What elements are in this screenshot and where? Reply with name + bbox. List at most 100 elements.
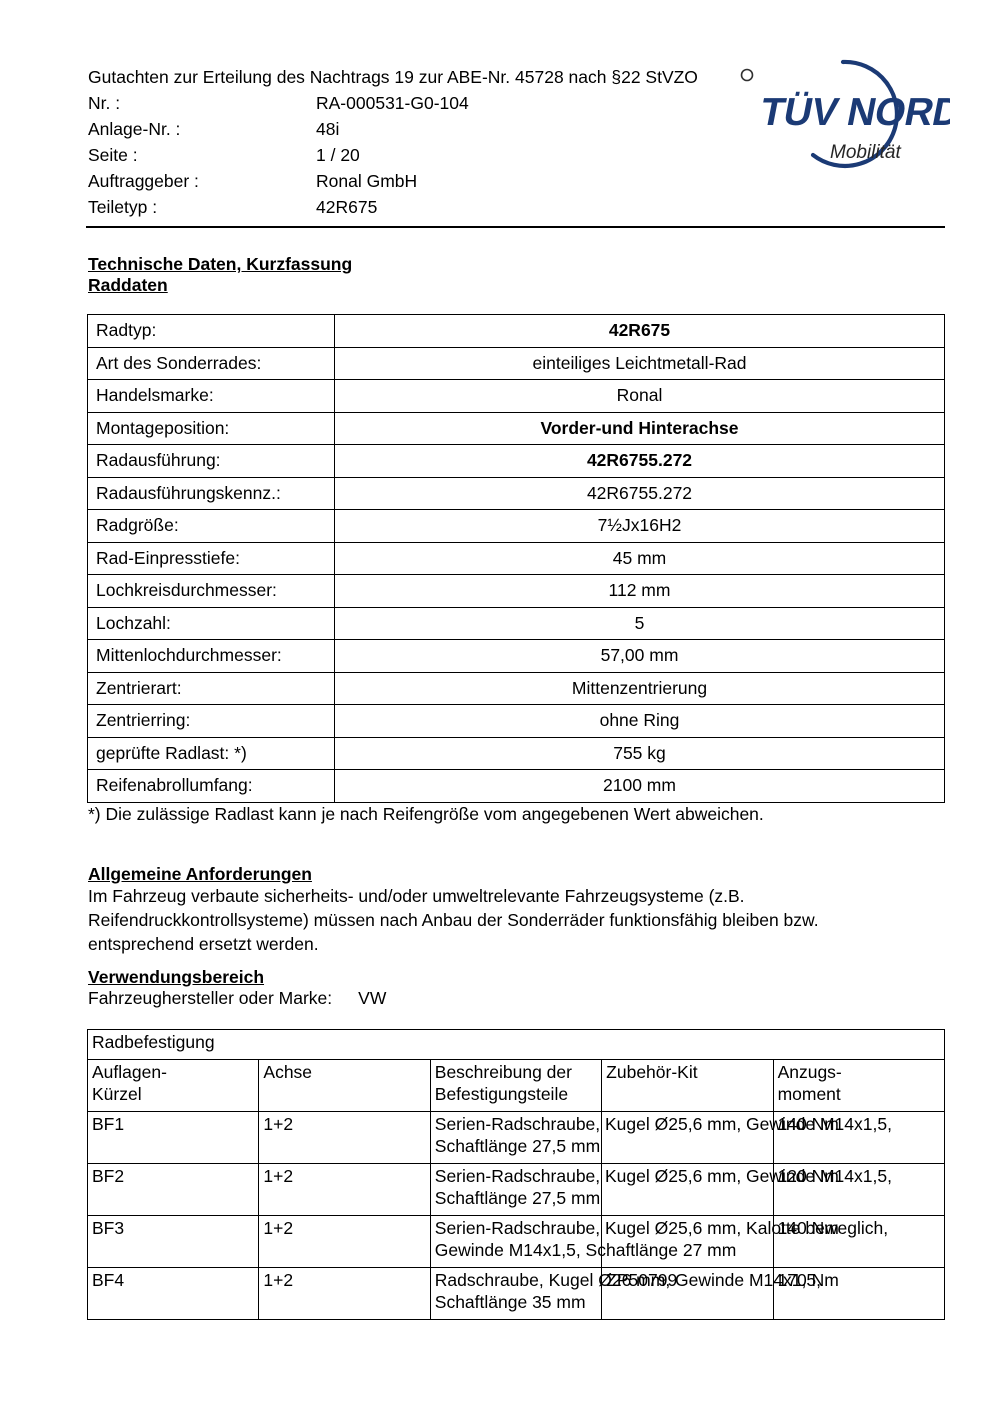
heading-raddaten-text: Raddaten xyxy=(88,275,168,295)
cell-anzugsmoment: 140 Nm xyxy=(772,1215,946,1268)
raddaten-value: 42R6755.272 xyxy=(334,476,945,510)
col-header-zubehoer-kit: Zubehör-Kit xyxy=(601,1059,774,1112)
table-row: BF1 1+2 Serien-Radschraube, Kugel Ø25,6 … xyxy=(86,1111,946,1164)
cell-beschreibung: Radschraube, Kugel Ø26 mm, Gewinde M14x1… xyxy=(429,1267,821,1320)
table-row: Mittenlochdurchmesser: 57,00 mm xyxy=(87,639,945,673)
cell-achse: 1+2 xyxy=(258,1163,431,1216)
col-header-anzugsmoment-line1: Anzugs- xyxy=(777,1062,842,1082)
cell-beschreibung-line2: Schaftlänge 27,5 mm xyxy=(434,1188,601,1208)
raddaten-label: Radgröße: xyxy=(87,509,335,543)
raddaten-table: Radtyp: 42R675 Art des Sonderrades: eint… xyxy=(87,314,945,803)
cell-achse: 1+2 xyxy=(258,1111,431,1164)
raddaten-label: Rad-Einpresstiefe: xyxy=(87,541,335,575)
table-row: Art des Sonderrades: einteiliges Leichtm… xyxy=(87,346,945,380)
fahrzeughersteller-label: Fahrzeughersteller oder Marke: xyxy=(88,988,333,1008)
raddaten-value: 45 mm xyxy=(334,541,945,575)
cell-kuerzel: BF2 xyxy=(86,1163,260,1216)
cell-achse: 1+2 xyxy=(258,1215,431,1268)
header-value-teiletyp: 42R675 xyxy=(316,197,378,217)
table-header-row: Auflagen- Kürzel Achse Beschreibung der … xyxy=(86,1059,946,1112)
cell-anzugsmoment: 120 Nm xyxy=(772,1163,946,1216)
allgemeine-line-2: Reifendruckkontrollsysteme) müssen nach … xyxy=(88,910,819,930)
raddaten-label: Zentrierart: xyxy=(87,671,335,705)
header-label-auftraggeber: Auftraggeber : xyxy=(88,171,199,191)
raddaten-value: 112 mm xyxy=(334,574,945,608)
raddaten-label: Lochzahl: xyxy=(87,606,335,640)
raddaten-value: Mittenzentrierung xyxy=(334,671,945,705)
table-row: BF2 1+2 Serien-Radschraube, Kugel Ø25,6 … xyxy=(86,1163,946,1216)
header-row-teiletyp: Teiletyp : 42R675 xyxy=(88,194,748,220)
header-label-nr: Nr. : xyxy=(88,93,121,113)
raddaten-label: Lochkreisdurchmesser: xyxy=(87,574,335,608)
cell-zubehoer-kit: ZP50799 xyxy=(601,1267,774,1320)
raddaten-value: einteiliges Leichtmetall-Rad xyxy=(334,346,945,380)
table-row: BF3 1+2 Serien-Radschraube, Kugel Ø25,6 … xyxy=(86,1215,946,1268)
tuv-nord-logo: TÜV NORD Mobilität xyxy=(735,50,950,175)
table-row: Rad-Einpresstiefe: 45 mm xyxy=(87,541,945,575)
cell-beschreibung: Serien-Radschraube, Kugel Ø25,6 mm, Gewi… xyxy=(429,1163,892,1216)
table-row: Lochkreisdurchmesser: 112 mm xyxy=(87,574,945,608)
allgemeine-line-3: entsprechend ersetzt werden. xyxy=(88,934,319,954)
cell-kuerzel: BF4 xyxy=(86,1267,260,1320)
header-divider xyxy=(86,226,945,228)
cell-zubehoer-kit xyxy=(601,1163,774,1216)
header-label-teiletyp: Teiletyp : xyxy=(88,197,158,217)
cell-zubehoer-kit xyxy=(601,1111,774,1164)
radlast-footnote: *) Die zulässige Radlast kann je nach Re… xyxy=(88,804,764,824)
raddaten-label: Radausführungskennz.: xyxy=(87,476,335,510)
document-title: Gutachten zur Erteilung des Nachtrags 19… xyxy=(88,67,698,87)
table-row: Montageposition: Vorder-und Hinterachse xyxy=(87,411,945,445)
fahrzeughersteller-value: VW xyxy=(358,988,387,1008)
table-title-row: Radbefestigung xyxy=(87,1029,945,1060)
raddaten-label: Zentrierring: xyxy=(87,704,335,738)
raddaten-label: Reifenabrollumfang: xyxy=(87,769,335,803)
raddaten-label: Montageposition: xyxy=(87,411,335,445)
cell-anzugsmoment: 170 Nm xyxy=(772,1267,946,1320)
table-row: geprüfte Radlast: *) 755 kg xyxy=(87,736,945,770)
tuv-nord-tagline: Mobilität xyxy=(830,142,901,163)
heading-raddaten: Raddaten xyxy=(88,273,168,297)
table-row: Radgröße: 7½Jx16H2 xyxy=(87,509,945,543)
allgemeine-anforderungen-body: Im Fahrzeug verbaute sicherheits- und/od… xyxy=(88,884,888,956)
radbefestigung-table: Radbefestigung Auflagen- Kürzel Achse Be… xyxy=(86,1029,946,1320)
cell-beschreibung-line1: Serien-Radschraube, Kugel Ø25,6 mm, Gewi… xyxy=(434,1114,892,1134)
col-header-anzugsmoment-line2: moment xyxy=(777,1084,841,1104)
col-header-achse: Achse xyxy=(258,1059,431,1112)
raddaten-value: Ronal xyxy=(334,379,945,413)
cell-beschreibung-line2: Schaftlänge 27,5 mm xyxy=(434,1136,601,1156)
cell-achse: 1+2 xyxy=(258,1267,431,1320)
table-row: Handelsmarke: Ronal xyxy=(87,379,945,413)
cell-beschreibung-line1: Serien-Radschraube, Kugel Ø25,6 mm, Gewi… xyxy=(434,1166,892,1186)
col-header-auflagen-kuerzel-line1: Auflagen- xyxy=(92,1062,167,1082)
raddaten-label: Radausführung: xyxy=(87,444,335,478)
raddaten-value: 57,00 mm xyxy=(334,639,945,673)
cell-beschreibung: Serien-Radschraube, Kugel Ø25,6 mm, Gewi… xyxy=(429,1111,892,1164)
raddaten-value: 2100 mm xyxy=(334,769,945,803)
table-row: Radausführungskennz.: 42R6755.272 xyxy=(87,476,945,510)
col-header-beschreibung: Beschreibung der Befestigungsteile xyxy=(429,1059,603,1112)
heading-allgemeine-anforderungen-text: Allgemeine Anforderungen xyxy=(88,864,312,884)
heading-verwendungsbereich: Verwendungsbereich xyxy=(88,965,264,989)
cell-beschreibung-line2: Schaftlänge 35 mm xyxy=(434,1292,586,1312)
cell-anzugsmoment: 140 Nm xyxy=(772,1111,946,1164)
heading-allgemeine-anforderungen: Allgemeine Anforderungen xyxy=(88,862,312,886)
table-row: Zentrierart: Mittenzentrierung xyxy=(87,671,945,705)
header-row-auftraggeber: Auftraggeber : Ronal GmbH xyxy=(88,168,748,194)
raddaten-value: 7½Jx16H2 xyxy=(334,509,945,543)
col-header-auflagen-kuerzel: Auflagen- Kürzel xyxy=(86,1059,260,1112)
cell-beschreibung-line1: Serien-Radschraube, Kugel Ø25,6 mm, Kalo… xyxy=(434,1218,889,1238)
header-value-anlage-nr: 48i xyxy=(316,119,340,139)
raddaten-value: 755 kg xyxy=(334,736,945,770)
cell-beschreibung: Serien-Radschraube, Kugel Ø25,6 mm, Kalo… xyxy=(429,1215,889,1268)
radbefestigung-title: Radbefestigung xyxy=(87,1029,945,1060)
document-header: Gutachten zur Erteilung des Nachtrags 19… xyxy=(88,64,748,220)
table-row: Zentrierring: ohne Ring xyxy=(87,704,945,738)
raddaten-value: 5 xyxy=(334,606,945,640)
verwendungsbereich-body: Fahrzeughersteller oder Marke: VW xyxy=(88,986,386,1010)
raddaten-label: Handelsmarke: xyxy=(87,379,335,413)
raddaten-label: geprüfte Radlast: *) xyxy=(87,736,335,770)
cell-kuerzel: BF1 xyxy=(86,1111,260,1164)
heading-verwendungsbereich-text: Verwendungsbereich xyxy=(88,967,265,987)
table-row: Radtyp: 42R675 xyxy=(87,314,945,348)
